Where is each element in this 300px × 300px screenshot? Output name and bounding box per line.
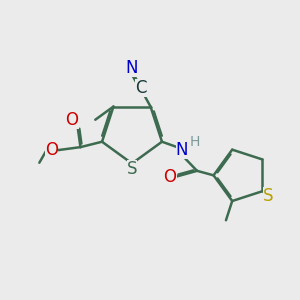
- Text: C: C: [135, 79, 147, 97]
- Text: N: N: [125, 58, 137, 76]
- Text: S: S: [262, 187, 273, 205]
- Text: S: S: [127, 160, 137, 178]
- Text: O: O: [65, 111, 79, 129]
- Text: H: H: [190, 135, 200, 149]
- Text: O: O: [164, 168, 177, 186]
- Text: O: O: [45, 141, 58, 159]
- Text: N: N: [176, 141, 188, 159]
